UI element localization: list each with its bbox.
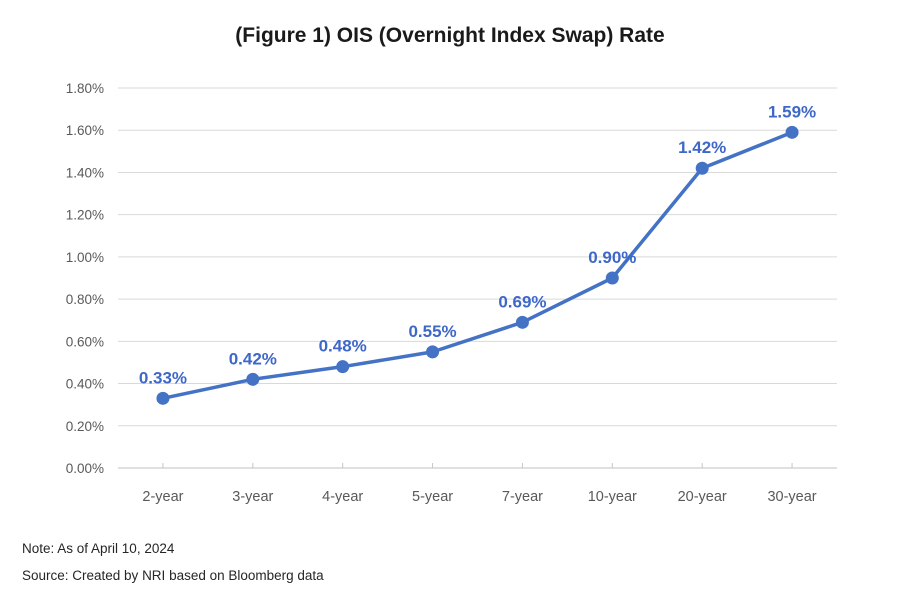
source-line: Source: Created by NRI based on Bloomber… [22, 568, 324, 583]
data-point-marker [426, 345, 440, 359]
data-label: 1.42% [678, 138, 726, 157]
y-tick-label: 0.00% [66, 461, 104, 476]
x-tick-label: 2-year [142, 489, 183, 505]
x-tick-label: 3-year [232, 489, 273, 505]
y-tick-label: 1.20% [66, 208, 104, 223]
series-line [161, 130, 794, 401]
y-tick-label: 0.60% [66, 334, 104, 349]
data-label: 0.90% [588, 248, 636, 267]
x-tick-label: 4-year [322, 489, 363, 505]
data-point-marker [246, 372, 260, 386]
data-label: 0.48% [319, 337, 367, 356]
data-point-marker [515, 315, 529, 329]
y-tick-label: 0.20% [66, 419, 104, 434]
y-tick-label: 0.80% [66, 292, 104, 307]
data-point-marker [785, 125, 799, 139]
data-point-marker [156, 391, 170, 405]
data-label: 0.33% [139, 368, 187, 387]
note-line: Note: As of April 10, 2024 [22, 541, 175, 556]
y-tick-label: 0.40% [66, 377, 104, 392]
data-point-marker [605, 271, 619, 285]
chart-notes: Note: As of April 10, 2024 Source: Creat… [22, 535, 324, 589]
y-tick-label: 1.40% [66, 165, 104, 180]
data-label: 1.59% [768, 102, 816, 121]
y-tick-label: 1.00% [66, 250, 104, 265]
data-point-marker [336, 360, 350, 374]
data-label: 0.69% [498, 292, 546, 311]
x-tick-label: 20-year [678, 489, 727, 505]
x-tick-label: 30-year [767, 489, 816, 505]
data-label: 0.55% [408, 322, 456, 341]
y-tick-label: 1.60% [66, 123, 104, 138]
data-point-marker [695, 161, 709, 175]
y-tick-label: 1.80% [66, 81, 104, 96]
x-tick-label: 10-year [588, 489, 637, 505]
data-label: 0.42% [229, 349, 277, 368]
x-tick-label: 7-year [502, 489, 543, 505]
x-tick-label: 5-year [412, 489, 453, 505]
chart-title: (Figure 1) OIS (Overnight Index Swap) Ra… [235, 24, 665, 47]
